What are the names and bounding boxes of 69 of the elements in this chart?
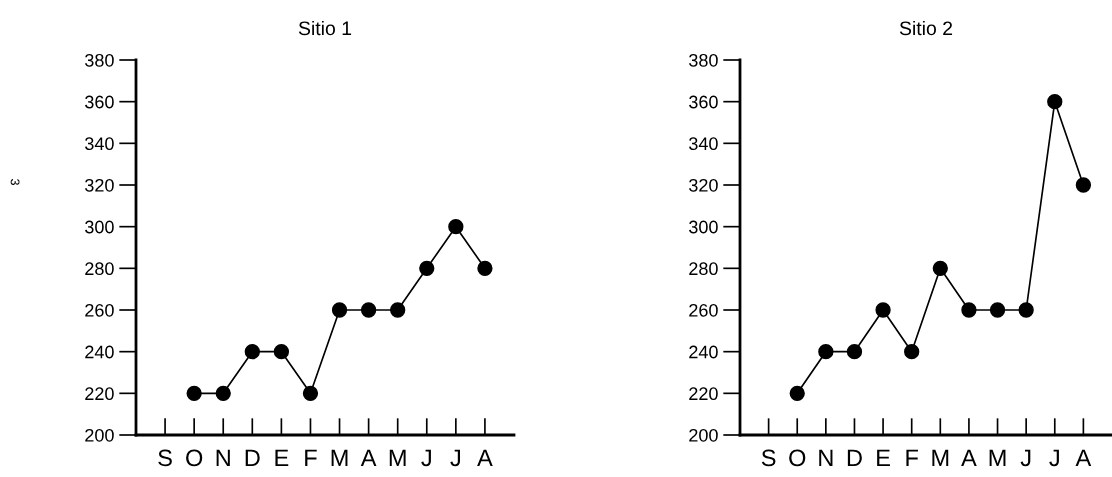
y-tick-label: 260 <box>85 303 114 317</box>
y-tick-label: 200 <box>85 428 114 442</box>
point <box>477 260 493 276</box>
x-tick-label: M <box>389 449 406 466</box>
y-tick-label: 300 <box>689 220 718 234</box>
point <box>390 302 406 318</box>
y-tick-label: 340 <box>85 137 114 151</box>
point <box>215 385 231 401</box>
y-tick-label: 300 <box>85 220 114 234</box>
x-tick-label: J <box>1049 449 1059 467</box>
point <box>360 302 377 318</box>
point <box>1018 302 1034 318</box>
y-tick-label: 280 <box>689 262 718 276</box>
x-tick-label: A <box>961 449 977 466</box>
x-tick-label: M <box>932 449 949 466</box>
x-tick-label: J <box>1020 449 1031 467</box>
x-tick-label: E <box>877 449 890 466</box>
point <box>302 385 319 401</box>
x-tick-label: N <box>216 449 230 466</box>
point <box>875 302 891 318</box>
x-tick-label: O <box>789 449 806 467</box>
point <box>932 260 948 276</box>
point <box>1047 94 1063 110</box>
point <box>846 344 863 360</box>
point <box>789 385 805 401</box>
y-tick-label: 240 <box>689 345 718 359</box>
y-tick-label: 380 <box>85 53 114 67</box>
x-tick-label: J <box>450 449 460 467</box>
point <box>244 344 260 360</box>
y-tick-label: 380 <box>689 53 718 67</box>
x-tick-label: F <box>906 449 918 466</box>
x-tick-label: F <box>305 449 317 466</box>
point <box>331 302 348 318</box>
x-tick-label: S <box>761 449 776 467</box>
x-tick-label: A <box>1075 449 1092 466</box>
y-tick-label: 320 <box>85 178 114 192</box>
text: 3 <box>10 179 20 185</box>
point <box>448 219 464 235</box>
point <box>419 260 435 276</box>
y-tick-label: 240 <box>85 345 114 359</box>
y-tick-label: 260 <box>689 303 718 317</box>
x-tick-label: O <box>186 449 203 467</box>
point <box>273 344 290 360</box>
x-tick-label: E <box>275 449 289 466</box>
y-tick-label: 200 <box>689 428 718 442</box>
y-tick-label: 340 <box>689 137 718 151</box>
point <box>818 344 834 360</box>
point <box>186 385 202 401</box>
y-tick-label: 220 <box>689 387 718 401</box>
y-tick-label: 280 <box>85 262 114 276</box>
chart-title: Sitio 2 <box>899 20 953 36</box>
point <box>1075 177 1092 193</box>
x-tick-label: S <box>158 449 172 467</box>
x-tick-label: D <box>245 449 260 466</box>
x-tick-label: N <box>819 449 833 466</box>
point <box>904 344 920 360</box>
point <box>989 302 1006 318</box>
x-tick-label: M <box>989 449 1006 466</box>
x-tick-label: A <box>360 449 377 466</box>
point <box>961 302 977 318</box>
x-tick-label: D <box>847 449 862 466</box>
y-tick-label: 220 <box>85 387 114 401</box>
y-tick-label: 360 <box>689 95 718 109</box>
x-tick-label: A <box>477 449 493 466</box>
x-tick-label: J <box>421 449 431 467</box>
x-tick-label: M <box>331 449 348 466</box>
y-tick-label: 360 <box>85 95 114 109</box>
y-tick-label: 320 <box>689 178 718 192</box>
chart-title: Sitio 1 <box>298 20 352 36</box>
